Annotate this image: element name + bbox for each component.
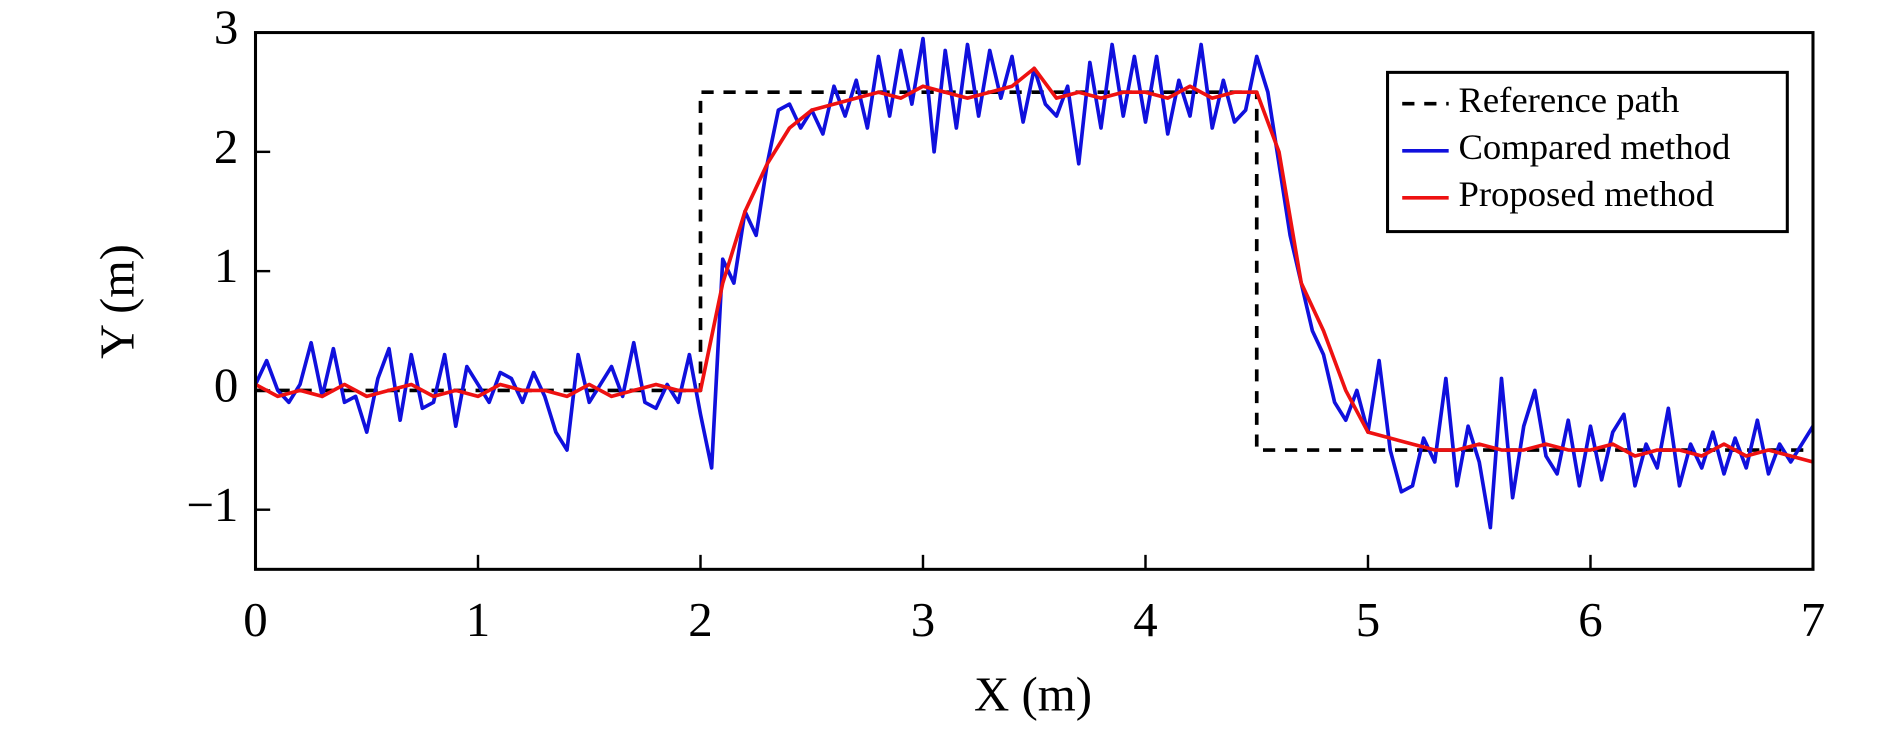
x-tick-label: 5 — [1356, 593, 1380, 647]
legend-box — [1386, 70, 1789, 234]
series-line — [255, 66, 1813, 464]
x-tick-label: 3 — [911, 593, 935, 647]
plot-frame — [253, 31, 1815, 571]
x-tick-label: 6 — [1578, 593, 1602, 647]
x-axis-label: X (m) — [974, 668, 1092, 722]
legend-label: Proposed method — [1458, 174, 1714, 214]
x-tick-label: 2 — [688, 593, 712, 647]
legend-label: Compared method — [1458, 127, 1730, 167]
y-tick-label: 2 — [214, 120, 238, 174]
x-tick-label: 7 — [1801, 593, 1825, 647]
y-tick-label: 1 — [214, 239, 238, 293]
x-tick-label: 4 — [1133, 593, 1157, 647]
y-tick-label: 3 — [214, 1, 238, 55]
y-tick-label: 0 — [214, 359, 238, 413]
legend-label: Reference path — [1458, 80, 1679, 120]
y-axis-label: Y (m) — [90, 244, 144, 359]
x-tick-label: 1 — [466, 593, 490, 647]
x-tick-label: 0 — [243, 593, 267, 647]
y-tick-label: −1 — [186, 478, 238, 532]
